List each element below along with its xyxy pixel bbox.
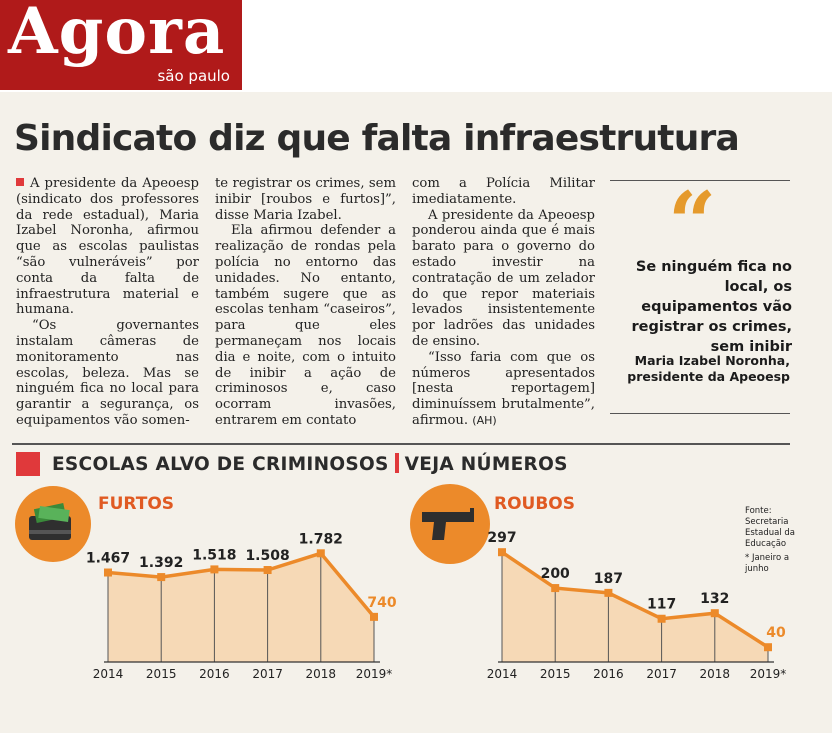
tick-label: 2015 bbox=[146, 667, 177, 681]
footnote: * Janeiro a junho bbox=[745, 553, 790, 574]
agora-logo: Agora são paulo bbox=[0, 0, 242, 90]
headline: Sindicato diz que falta infraestrutura bbox=[14, 118, 740, 159]
data-label: 40 bbox=[766, 625, 786, 641]
data-point bbox=[316, 549, 325, 558]
data-point bbox=[210, 565, 219, 574]
data-label: 297 bbox=[487, 530, 516, 546]
logo-title: Agora bbox=[8, 0, 226, 69]
quote-mark-icon: “ bbox=[668, 173, 717, 272]
data-label: 1.467 bbox=[86, 551, 130, 567]
data-label: 1.518 bbox=[192, 547, 236, 563]
data-point bbox=[710, 609, 719, 618]
furtos-chart: 1.467 1.392 1.518 1.508 1.782 740 2014 2015 2016… bbox=[86, 531, 397, 681]
data-label: 1.392 bbox=[139, 555, 183, 571]
data-point bbox=[604, 588, 613, 597]
data-label: 200 bbox=[541, 566, 570, 582]
article-paragraph: te registrar os crimes, sem inibir [roub… bbox=[215, 176, 396, 223]
chart-title-furtos: FURTOS bbox=[98, 494, 175, 514]
tick-label: 2014 bbox=[93, 667, 124, 681]
section-square-icon bbox=[16, 452, 40, 476]
article-column-2: te registrar os crimes, sem inibir [roub… bbox=[215, 176, 396, 429]
chart-title-roubos: ROUBOS bbox=[494, 494, 575, 514]
data-label: 117 bbox=[647, 597, 676, 613]
pull-quote: “ Se ninguém fica no local, os equipamen… bbox=[610, 173, 792, 414]
data-point bbox=[370, 612, 378, 621]
series-line bbox=[501, 550, 769, 649]
data-point bbox=[157, 573, 166, 582]
cash-box-icon bbox=[15, 486, 91, 562]
article-column-3: com a Polícia Militar imediatamente. A p… bbox=[412, 176, 595, 429]
area-fill bbox=[108, 553, 374, 662]
article-paragraph: A presidente da Apeoesp ponderou ainda q… bbox=[412, 207, 595, 349]
bullet-square-icon bbox=[16, 178, 24, 186]
tick-label: 2019* bbox=[750, 667, 787, 681]
data-label: 187 bbox=[594, 571, 623, 587]
data-point bbox=[657, 614, 666, 623]
logo-subtitle: são paulo bbox=[157, 67, 230, 85]
quote-text: Se ninguém fica no local, os equipamento… bbox=[631, 259, 792, 355]
tick-label: 2017 bbox=[252, 667, 283, 681]
section-separator bbox=[394, 453, 399, 473]
tick-label: 2018 bbox=[306, 667, 337, 681]
data-label: 740 bbox=[367, 595, 396, 611]
series-line bbox=[107, 551, 376, 618]
article-paragraph: “Isso faria com que os números apresenta… bbox=[412, 349, 595, 428]
article-column-1: A presidente da Apeoesp (sindicato dos p… bbox=[16, 176, 199, 429]
article-paragraph: A presidente da Apeoesp (sindicato dos p… bbox=[16, 176, 199, 318]
author-tag: (AH) bbox=[472, 413, 497, 427]
article-paragraph: com a Polícia Militar imediatamente. bbox=[412, 176, 595, 207]
tick-label: 2019* bbox=[356, 667, 393, 681]
tick-label: 2018 bbox=[700, 667, 731, 681]
section-title: ESCOLAS ALVO DE CRIMINOSOS VEJA NÚMEROS bbox=[52, 453, 568, 475]
quote-author: Maria Izabel Noronha, presidente da Apeo… bbox=[627, 353, 790, 384]
data-point bbox=[498, 548, 506, 557]
article-paragraph: “Os governantes instalam câmeras de moni… bbox=[16, 318, 199, 428]
data-label: 1.508 bbox=[245, 548, 289, 564]
data-point bbox=[764, 643, 772, 652]
tick-label: 2016 bbox=[593, 667, 624, 681]
roubos-chart: 297 200 187 117 132 40 2014 2015 2016 2017 2018 201… bbox=[487, 530, 787, 681]
tick-label: 2015 bbox=[540, 667, 571, 681]
data-point bbox=[263, 566, 272, 575]
data-point bbox=[551, 584, 560, 593]
tick-label: 2017 bbox=[646, 667, 677, 681]
data-point bbox=[104, 568, 112, 577]
tick-label: 2014 bbox=[487, 667, 518, 681]
article-paragraph: Ela afirmou defender a realização de ron… bbox=[215, 223, 396, 428]
section-divider bbox=[12, 443, 790, 445]
data-label: 1.782 bbox=[299, 531, 343, 547]
source-note: Fonte: Secretaria Estadual da Educação bbox=[745, 506, 795, 549]
tick-label: 2016 bbox=[199, 667, 230, 681]
data-label: 132 bbox=[700, 591, 729, 607]
pistol-icon bbox=[410, 484, 490, 564]
